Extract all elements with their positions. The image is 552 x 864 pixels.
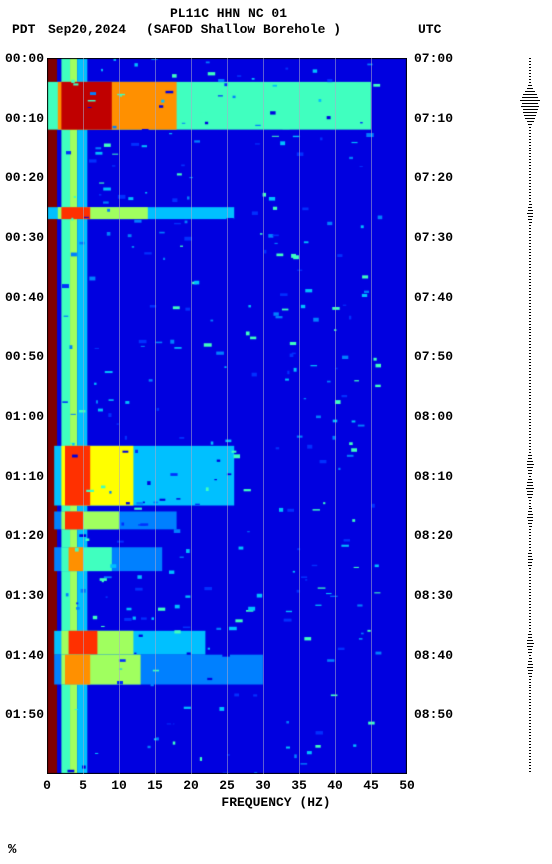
date-label: Sep20,2024 (48, 22, 126, 37)
left-timezone: PDT (12, 22, 35, 37)
right-time-tick: 07:10 (414, 111, 453, 126)
waveform-strip (520, 58, 540, 774)
freq-tick: 20 (183, 778, 199, 793)
right-time-tick: 07:50 (414, 349, 453, 364)
right-time-tick: 07:30 (414, 230, 453, 245)
right-time-tick: 08:40 (414, 648, 453, 663)
freq-tick: 45 (363, 778, 379, 793)
right-time-tick: 08:10 (414, 469, 453, 484)
left-time-tick: 00:20 (0, 170, 44, 185)
freq-tick: 40 (327, 778, 343, 793)
freq-tick: 50 (399, 778, 415, 793)
right-time-tick: 08:30 (414, 588, 453, 603)
corner-symbol: % (8, 842, 16, 858)
freq-tick: 35 (291, 778, 307, 793)
right-time-tick: 08:00 (414, 409, 453, 424)
left-time-tick: 00:00 (0, 51, 44, 66)
right-time-tick: 07:00 (414, 51, 453, 66)
left-time-tick: 01:40 (0, 648, 44, 663)
left-time-tick: 01:00 (0, 409, 44, 424)
left-time-tick: 00:50 (0, 349, 44, 364)
right-time-tick: 08:20 (414, 528, 453, 543)
x-axis-label: FREQUENCY (HZ) (0, 795, 552, 810)
freq-tick: 5 (79, 778, 87, 793)
left-time-tick: 01:50 (0, 707, 44, 722)
right-time-tick: 07:40 (414, 290, 453, 305)
left-time-tick: 00:10 (0, 111, 44, 126)
freq-tick: 10 (111, 778, 127, 793)
left-time-tick: 01:30 (0, 588, 44, 603)
left-time-tick: 00:40 (0, 290, 44, 305)
freq-tick: 15 (147, 778, 163, 793)
freq-tick: 30 (255, 778, 271, 793)
spectrogram (47, 58, 407, 774)
freq-tick: 0 (43, 778, 51, 793)
freq-tick: 25 (219, 778, 235, 793)
left-time-tick: 01:10 (0, 469, 44, 484)
left-time-tick: 01:20 (0, 528, 44, 543)
site-name: (SAFOD Shallow Borehole ) (146, 22, 341, 37)
right-time-tick: 08:50 (414, 707, 453, 722)
station-code: PL11C HHN NC 01 (170, 6, 287, 21)
right-timezone: UTC (418, 22, 441, 37)
left-time-tick: 00:30 (0, 230, 44, 245)
right-time-tick: 07:20 (414, 170, 453, 185)
